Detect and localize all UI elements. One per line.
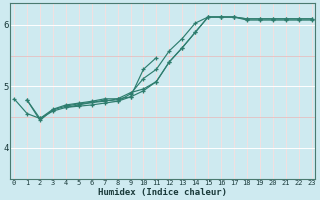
X-axis label: Humidex (Indice chaleur): Humidex (Indice chaleur) [98, 188, 227, 197]
